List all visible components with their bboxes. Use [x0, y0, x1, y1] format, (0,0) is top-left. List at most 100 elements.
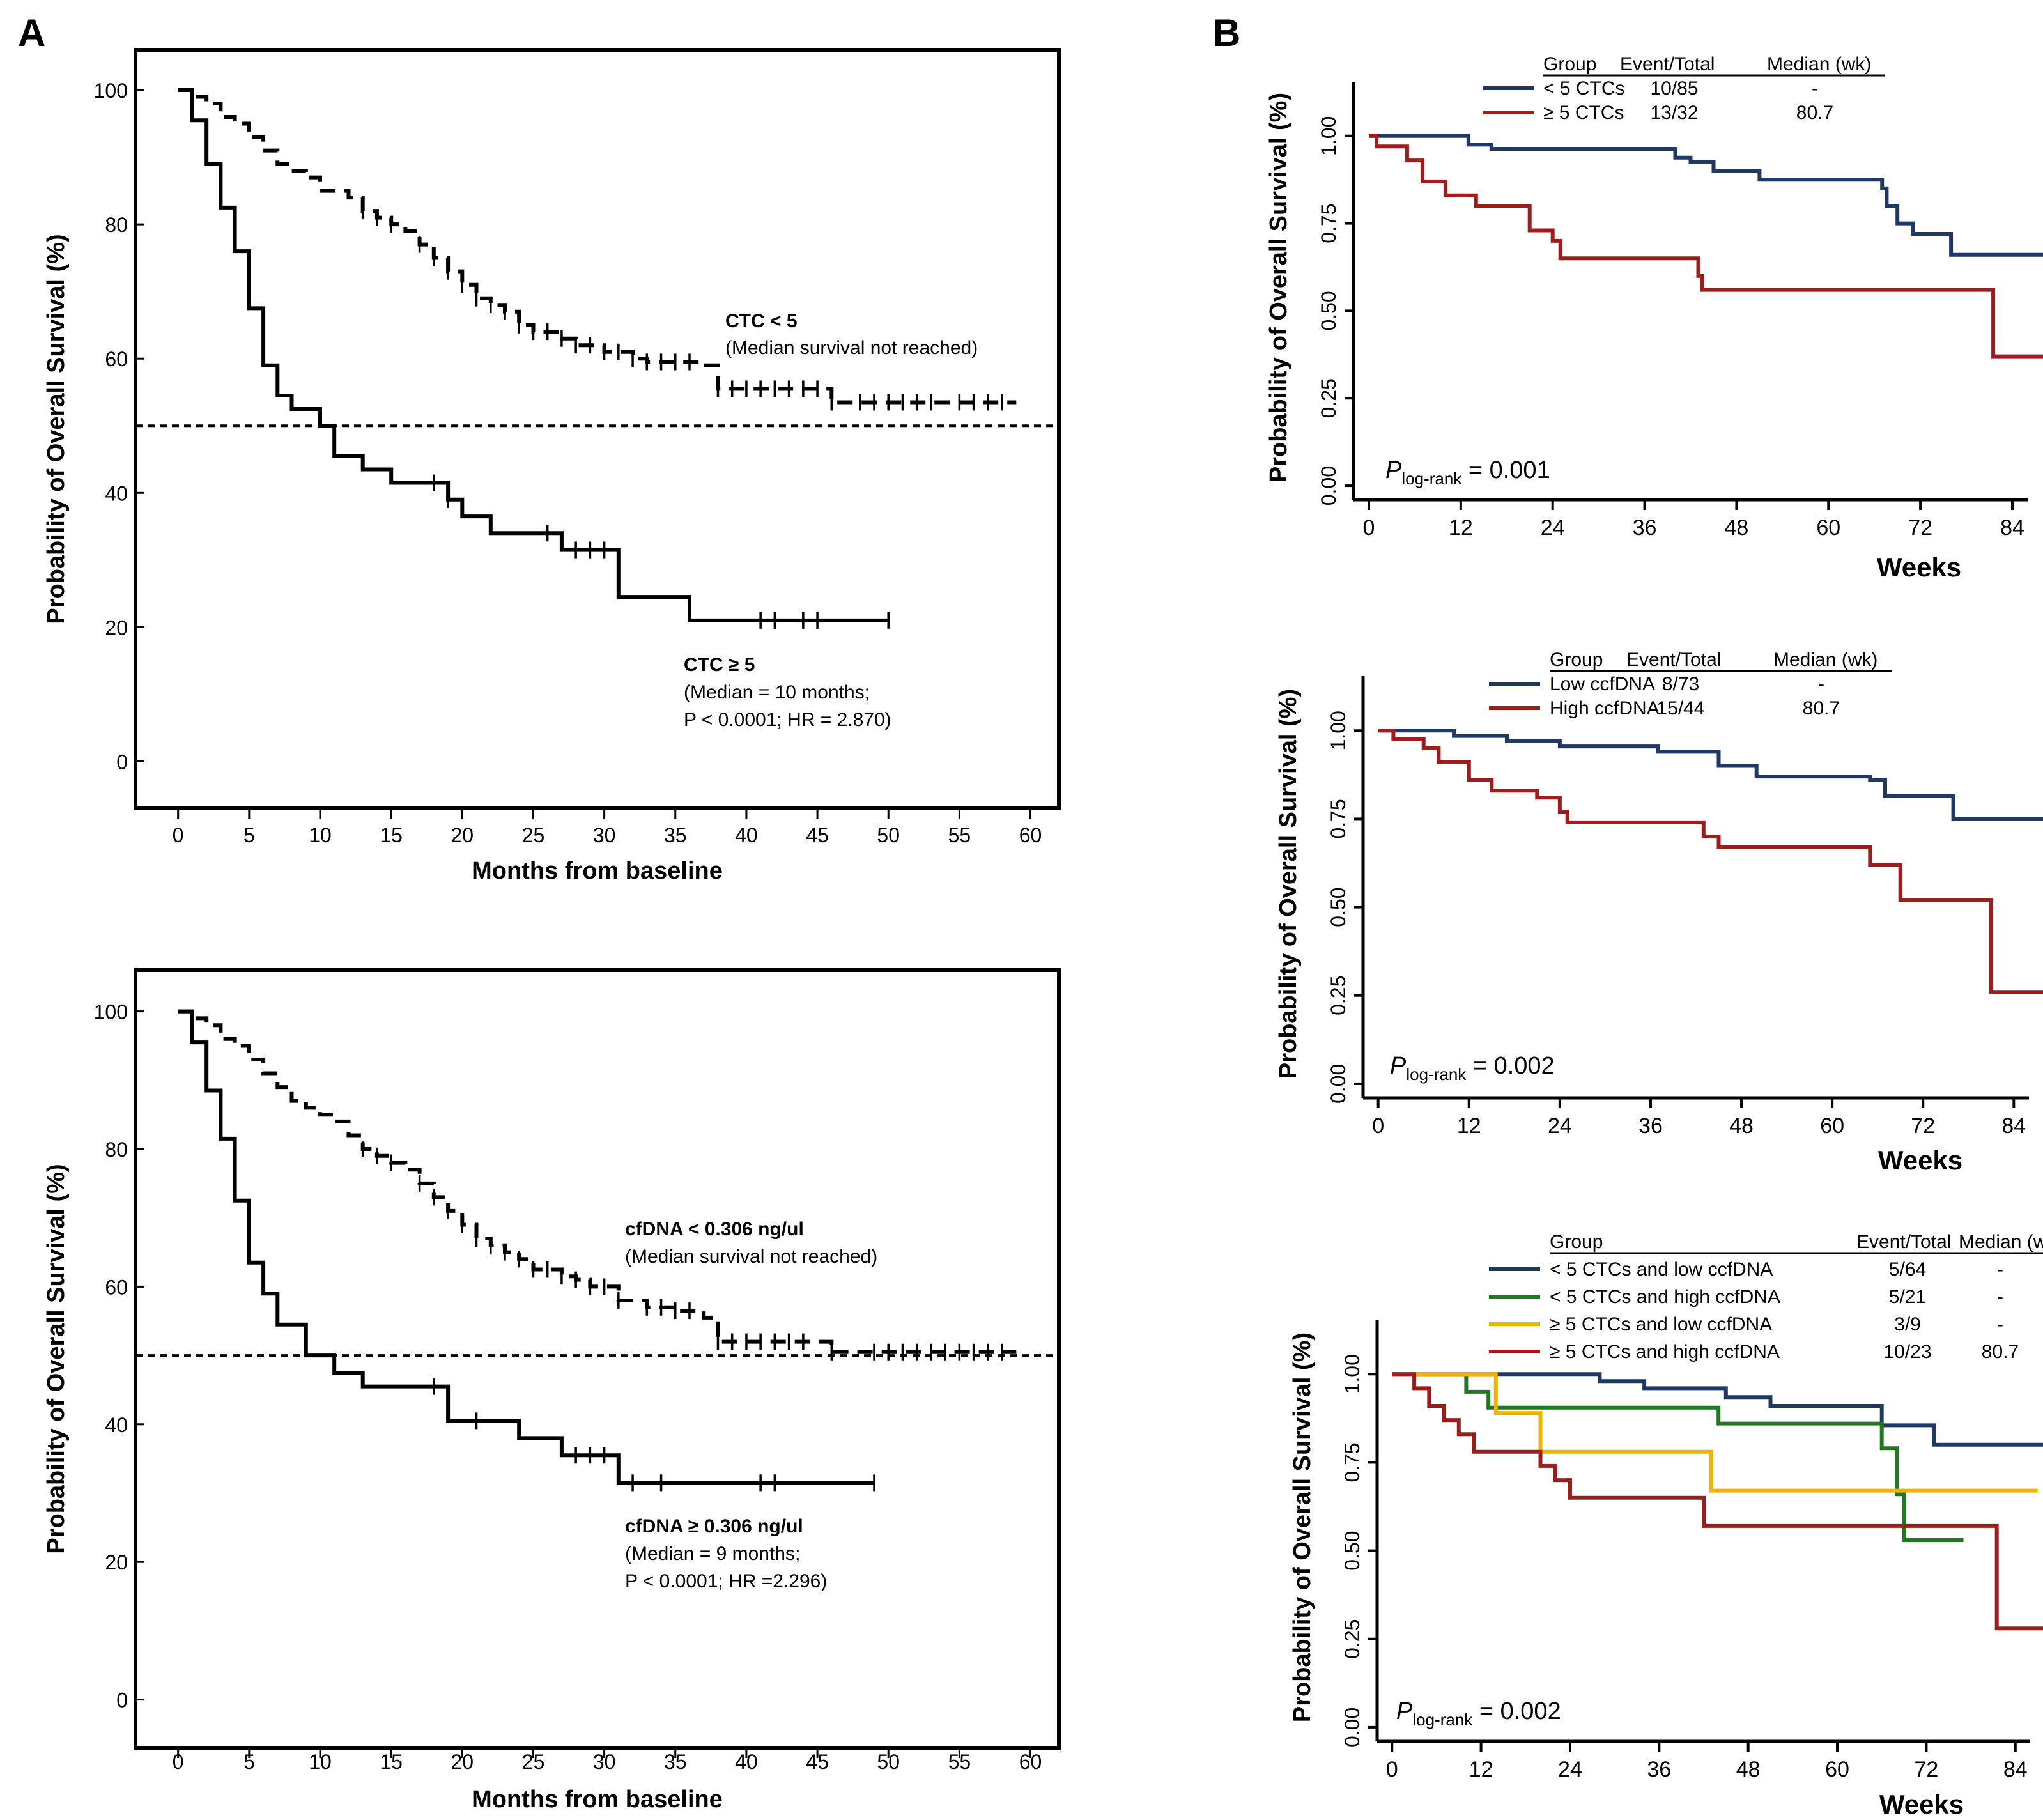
x-tick-label: 25 — [522, 1750, 545, 1773]
x-tick-label: 50 — [877, 1750, 900, 1773]
legend-event-total: 15/44 — [1656, 698, 1704, 719]
y-tick-label: 0.00 — [1327, 1064, 1350, 1104]
x-tick-label: 48 — [1736, 1757, 1761, 1782]
x-tick-label: 60 — [1019, 1750, 1042, 1773]
x-tick-label: 72 — [1908, 516, 1932, 540]
y-tick-label: 1.00 — [1327, 711, 1350, 750]
annotation-line: (Median = 9 months; — [625, 1543, 800, 1564]
annotation-line: (Median = 10 months; — [684, 682, 870, 703]
x-tick-label: 84 — [2000, 516, 2024, 540]
plot-frame — [134, 48, 1061, 810]
legend-median: 80.7 — [1982, 1341, 2019, 1362]
y-tick-label: 60 — [105, 348, 128, 371]
annotation-line: P < 0.0001; HR = 2.870) — [684, 709, 891, 730]
p-value-label: Plog-rank = 0.002 — [1390, 1053, 1555, 1084]
y-tick-label: 40 — [105, 482, 128, 505]
annotation-line: cfDNA ≥ 0.306 ng/ul — [625, 1516, 803, 1537]
y-tick-label: 20 — [105, 616, 128, 639]
x-tick-label: 20 — [451, 824, 474, 847]
x-tick-label: 36 — [1647, 1757, 1671, 1782]
x-tick-label: 15 — [380, 824, 403, 847]
y-tick-label: 1.00 — [1317, 116, 1340, 156]
x-tick-label: 30 — [593, 1750, 616, 1773]
y-tick-label: 20 — [105, 1551, 128, 1574]
x-axis-label: Weeks — [1878, 1145, 1962, 1175]
p-symbol: P — [1390, 1053, 1407, 1079]
annotation-line: P < 0.0001; HR =2.296) — [625, 1571, 827, 1592]
legend-event-total: 10/85 — [1650, 78, 1698, 99]
legend-header-group: Group — [1550, 649, 1603, 670]
p-value: = 0.002 — [1466, 1053, 1554, 1079]
x-tick-label: 60 — [1019, 824, 1042, 847]
legend-header-median: Median (wk) — [1767, 54, 1871, 75]
legend-median: - — [1997, 1286, 2003, 1307]
legend-median: - — [1997, 1314, 2003, 1335]
y-axis-label: Probability of Overall Survival (%) — [1265, 93, 1292, 482]
legend-header-event-total: Event/Total — [1626, 649, 1721, 670]
p-symbol: P — [1396, 1698, 1413, 1725]
x-axis-label: Weeks — [1879, 1789, 1964, 1819]
x-tick-label: 20 — [451, 1750, 474, 1773]
x-tick-label: 60 — [1825, 1757, 1849, 1782]
y-axis-label: Probability of Overall Survival (%) — [1275, 689, 1302, 1079]
chart-b2-ccfdna-survival: 0.00 0.25 0.50 0.75 1.00 0 12 24 36 48 60 72 84 Weeks… — [1275, 649, 2043, 1175]
p-subscript: log-rank — [1412, 1710, 1473, 1729]
curve-5-ctcs-and-high-ccfdna — [1392, 1372, 2043, 1631]
legend-event-total: 13/32 — [1650, 102, 1698, 123]
x-tick-label: 60 — [1816, 516, 1840, 540]
x-tick-label: 50 — [877, 824, 900, 847]
annotation-line: (Median survival not reached) — [625, 1246, 877, 1267]
x-tick-label: 60 — [1820, 1114, 1844, 1138]
legend-median: - — [1818, 674, 1824, 695]
x-axis-label: Months from baseline — [472, 1786, 723, 1813]
x-tick-label: 40 — [735, 824, 758, 847]
x-tick-label: 36 — [1638, 1114, 1663, 1138]
legend-header-median: Median (wk) — [1773, 649, 1877, 670]
x-tick-label: 10 — [309, 824, 332, 847]
legend-header-group: Group — [1543, 54, 1596, 75]
x-tick-label: 0 — [173, 824, 184, 847]
legend-group-name: Low ccfDNA — [1550, 674, 1655, 695]
x-tick-label: 12 — [1457, 1114, 1481, 1138]
legend-group-name: < 5 CTCs — [1543, 78, 1625, 99]
x-tick-label: 10 — [309, 1750, 332, 1773]
y-tick-label: 0.50 — [1341, 1531, 1364, 1570]
legend-group-name: < 5 CTCs and low ccfDNA — [1550, 1259, 1773, 1280]
y-tick-label: 40 — [105, 1414, 128, 1437]
chart-a1-ctc-survival: 0 20 40 60 80 100 0 5 10 15 20 25 30 35 40 45 50 55 60 Mont… — [43, 48, 1061, 884]
x-tick-label: 5 — [243, 1750, 255, 1773]
legend-event-total: 8/73 — [1662, 674, 1699, 695]
x-tick-label: 35 — [664, 1750, 687, 1773]
x-tick-label: 35 — [664, 824, 687, 847]
y-tick-label: 0.75 — [1327, 799, 1350, 838]
y-tick-label: 0.25 — [1317, 378, 1340, 418]
y-tick-label: 100 — [94, 1001, 128, 1024]
x-tick-label: 48 — [1729, 1114, 1754, 1138]
p-subscript: log-rank — [1406, 1065, 1467, 1084]
plot-frame — [134, 968, 1061, 1750]
curve-5-ctcs — [1369, 134, 2043, 257]
y-tick-label: 80 — [105, 213, 128, 236]
x-axis-label: Weeks — [1877, 552, 1961, 582]
x-tick-label: 84 — [2003, 1757, 2028, 1782]
p-value: = 0.001 — [1461, 457, 1550, 484]
x-tick-label: 55 — [948, 824, 971, 847]
x-tick-label: 30 — [593, 824, 616, 847]
y-tick-label: 0.00 — [1341, 1708, 1364, 1747]
curve-high-group — [178, 88, 889, 622]
x-tick-label: 48 — [1725, 516, 1749, 540]
x-tick-label: 84 — [2001, 1114, 2026, 1138]
p-subscript: log-rank — [1401, 469, 1462, 488]
x-tick-label: 45 — [806, 824, 829, 847]
y-tick-label: 0.00 — [1317, 466, 1340, 505]
legend-event-total: 5/64 — [1889, 1259, 1926, 1280]
x-axis-label: Months from baseline — [472, 858, 723, 884]
legend-group-name: High ccfDNA — [1550, 698, 1660, 719]
annotation-line: CTC < 5 — [725, 311, 798, 332]
x-tick-label: 0 — [173, 1750, 184, 1773]
y-tick-label: 100 — [94, 79, 128, 102]
curve-high-group — [178, 1009, 874, 1485]
annotation-line: (Median survival not reached) — [725, 337, 978, 359]
legend-median: - — [1812, 78, 1818, 99]
